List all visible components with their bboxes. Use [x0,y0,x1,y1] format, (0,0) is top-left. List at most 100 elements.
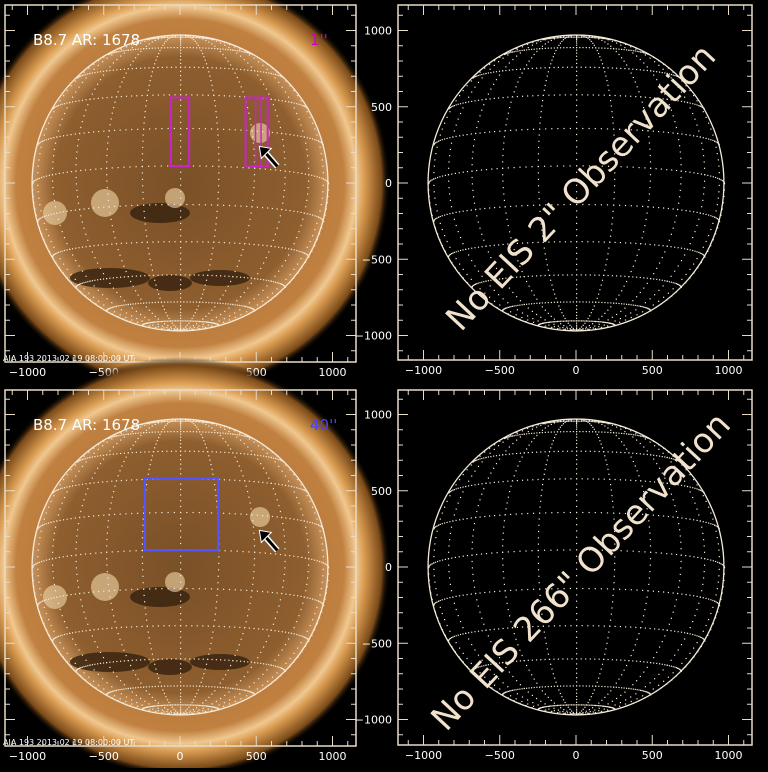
grid-dot [319,177,320,178]
grid-dot [83,458,84,459]
grid-dot [192,705,193,706]
grid-dot [180,699,181,700]
grid-dot [237,167,238,168]
grid-dot [635,243,636,244]
grid-dot [180,100,181,101]
grid-dot [590,327,591,328]
grid-dot [125,701,126,702]
grid-dot [305,206,306,207]
grid-dot [155,588,156,589]
grid-dot [144,217,145,218]
grid-dot [522,96,523,97]
grid-dot [180,253,181,254]
grid-dot [149,469,150,470]
grid-dot [284,567,285,568]
grid-dot [314,523,315,524]
grid-dot [136,318,137,319]
grid-dot [308,187,309,188]
grid-dot [187,325,188,326]
grid-dot [459,264,460,265]
grid-dot [700,136,701,137]
grid-dot [576,309,577,310]
grid-dot [157,324,158,325]
grid-dot [673,132,674,133]
grid-dot [190,431,191,432]
grid-dot [619,322,620,323]
grid-dot [54,638,55,639]
grid-dot [172,36,173,37]
grid-dot [706,214,707,215]
grid-dot [507,118,508,119]
grid-dot [131,205,132,206]
grid-dot [107,682,108,683]
grid-dot [630,312,631,313]
grid-dot [158,241,159,242]
grid-dot [526,304,527,305]
grid-dot [38,191,39,192]
grid-dot [494,98,495,99]
grid-dot [323,562,324,563]
grid-dot [217,595,218,596]
grid-dot [123,77,124,78]
grid-dot [458,251,459,252]
grid-dot [180,704,181,705]
grid-dot [78,484,79,485]
grid-dot [116,627,117,628]
grid-dot [288,97,289,98]
grid-dot [278,631,279,632]
grid-dot [505,66,506,67]
grid-dot [170,431,171,432]
grid-dot [218,160,219,161]
grid-dot [224,311,225,312]
grid-dot [94,69,95,70]
grid-dot [212,275,213,276]
grid-dot [444,215,445,216]
grid-dot [435,178,436,179]
grid-dot [275,77,276,78]
grid-dot [143,432,144,433]
grid-dot [219,95,220,96]
grid-dot [284,535,285,536]
grid-dot [78,265,79,266]
grid-dot [307,111,308,112]
grid-dot [551,302,552,303]
grid-dot [576,320,577,321]
grid-dot [478,247,479,248]
grid-dot [207,322,208,323]
grid-dot [220,68,221,69]
grid-dot [598,321,599,322]
grid-dot [306,149,307,150]
grid-dot [318,601,319,602]
grid-dot [107,526,108,527]
grid-dot [41,531,42,532]
grid-dot [509,62,510,63]
grid-dot [254,539,255,540]
grid-dot [277,115,278,116]
grid-dot [86,99,87,100]
grid-dot [180,217,181,218]
grid-dot [583,320,584,321]
grid-dot [80,215,81,216]
grid-dot [136,479,137,480]
grid-dot [211,128,212,129]
grid-dot [46,229,47,230]
grid-dot [145,223,146,224]
grid-dot [236,69,237,70]
grid-dot [113,491,114,492]
grid-dot [619,205,620,206]
grid-dot [121,693,122,694]
grid-dot [579,301,580,302]
grid-dot [71,658,72,659]
grid-dot [239,434,240,435]
grid-dot [590,274,591,275]
grid-dot [157,321,158,322]
grid-dot [551,40,552,41]
grid-dot [262,674,263,675]
grid-dot [476,215,477,216]
grid-dot [147,626,148,627]
grid-dot [638,249,639,250]
grid-dot [109,278,110,279]
grid-dot [58,130,59,131]
grid-dot [502,168,503,169]
grid-dot [316,519,317,520]
